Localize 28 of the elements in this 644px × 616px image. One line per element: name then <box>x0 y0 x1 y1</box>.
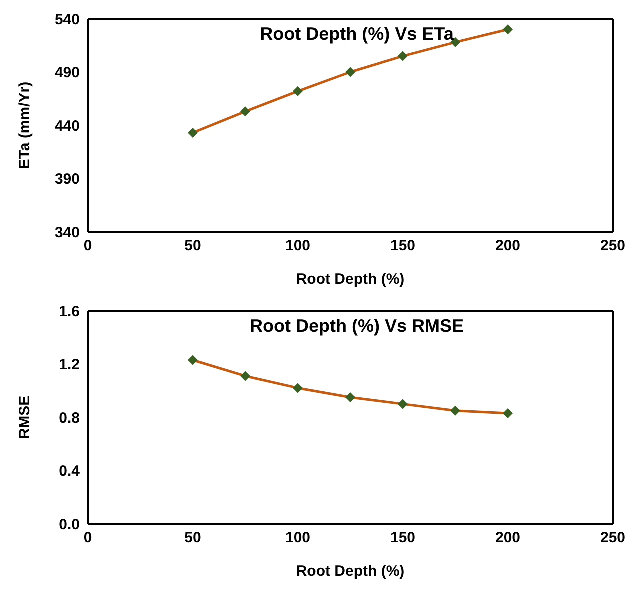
y-tick-label: 340 <box>54 224 80 242</box>
y-tick-label: 440 <box>54 118 80 135</box>
x-tick-label: 200 <box>495 238 521 255</box>
x-tick-label: 200 <box>495 530 521 547</box>
y-tick-label: 540 <box>54 11 80 28</box>
x-tick-label: 0 <box>84 530 92 547</box>
y-tick-label: 0.0 <box>59 516 80 534</box>
y-axis-title: RMSE <box>16 396 34 440</box>
x-tick-label: 150 <box>390 530 416 547</box>
y-axis-title: ETa (mm/Yr) <box>16 82 34 170</box>
y-tick-label: 0.4 <box>59 463 81 480</box>
x-tick-label: 250 <box>600 238 626 255</box>
x-axis-title: Root Depth (%) <box>296 271 405 288</box>
chart-title: Root Depth (%) Vs RMSE <box>249 316 465 337</box>
y-tick-label: 1.6 <box>59 303 80 320</box>
y-tick-label: 390 <box>54 171 80 188</box>
x-tick-label: 250 <box>600 530 626 547</box>
x-tick-label: 50 <box>184 530 202 547</box>
x-tick-label: 50 <box>184 238 202 255</box>
chart-title: Root Depth (%) Vs ETa <box>259 24 455 45</box>
x-tick-label: 0 <box>84 238 92 255</box>
y-tick-label: 490 <box>54 64 80 82</box>
x-tick-label: 100 <box>285 238 311 255</box>
y-tick-label: 1.2 <box>59 356 80 374</box>
x-tick-label: 100 <box>285 530 311 547</box>
y-tick-label: 0.8 <box>59 410 80 427</box>
x-axis-title: Root Depth (%) <box>296 563 405 580</box>
x-tick-label: 150 <box>390 238 416 255</box>
